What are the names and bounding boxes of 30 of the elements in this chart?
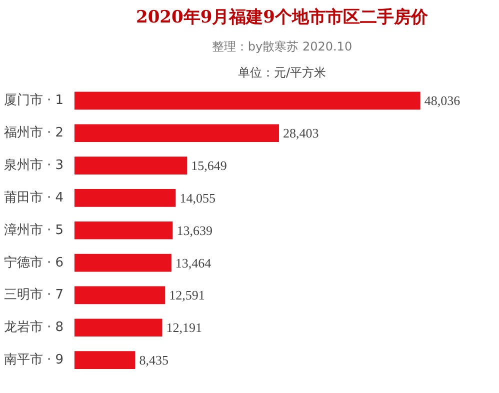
text: 单位：元/平方米 bbox=[238, 66, 326, 80]
data-label: 15,649 bbox=[191, 158, 227, 174]
data-label: 8,435 bbox=[139, 352, 168, 368]
bar bbox=[74, 254, 172, 272]
bar bbox=[74, 351, 136, 369]
chart-subtitle: 整理：by散寒苏 2020.10 bbox=[212, 40, 352, 54]
y-tick-label: 宁德市 · 6 bbox=[4, 254, 64, 270]
bar bbox=[74, 92, 420, 110]
y-tick-label: 龙岩市 · 8 bbox=[4, 320, 64, 336]
y-tick-label: 莆田市 · 4 bbox=[4, 190, 64, 206]
data-label: 28,403 bbox=[282, 126, 319, 141]
data-label: 12,591 bbox=[169, 288, 205, 303]
data-label: 48,036 bbox=[424, 93, 461, 108]
bar bbox=[74, 286, 166, 304]
chart-title: 2020年9月福建9个地市市区二手房价 bbox=[136, 8, 429, 28]
bar bbox=[74, 124, 279, 142]
y-tick-label: 福州市 · 2 bbox=[4, 126, 64, 141]
bar bbox=[74, 221, 173, 240]
bar bbox=[74, 156, 188, 174]
y-tick-label: 泉州市 · 3 bbox=[4, 158, 64, 174]
y-tick-label: 三明市 · 7 bbox=[4, 288, 64, 303]
data-label: 13,464 bbox=[175, 255, 212, 270]
data-label: 13,639 bbox=[176, 222, 212, 238]
data-label: 14,055 bbox=[180, 190, 216, 206]
bar bbox=[74, 318, 162, 337]
y-tick-label: 厦门市 · 1 bbox=[4, 92, 64, 108]
data-label: 12,191 bbox=[166, 320, 202, 336]
y-tick-label: 漳州市 · 5 bbox=[4, 222, 64, 238]
bar bbox=[74, 189, 176, 207]
y-tick-label: 南平市 · 9 bbox=[4, 352, 64, 368]
